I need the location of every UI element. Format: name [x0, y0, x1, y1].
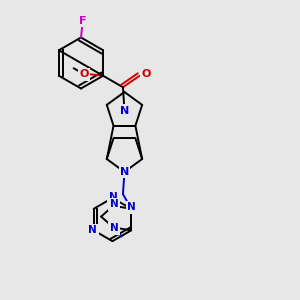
Text: O: O — [80, 69, 89, 79]
Text: N: N — [120, 106, 129, 116]
Text: N: N — [110, 223, 118, 233]
Text: N: N — [110, 199, 118, 209]
Text: N: N — [128, 202, 136, 212]
Text: O: O — [141, 69, 151, 79]
Text: F: F — [79, 16, 87, 26]
Text: N: N — [120, 167, 129, 177]
Text: N: N — [109, 192, 117, 202]
Text: N: N — [88, 225, 97, 236]
